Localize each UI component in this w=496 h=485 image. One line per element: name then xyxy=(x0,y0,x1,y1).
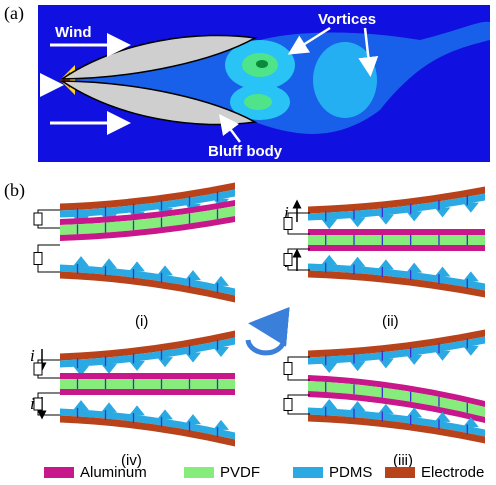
legend-label: Aluminum xyxy=(80,464,147,481)
pdms-pyramid xyxy=(101,402,117,412)
pdms-pyramid xyxy=(378,215,394,225)
pdms-pyramid xyxy=(157,409,173,419)
pdms-pyramid xyxy=(435,351,451,361)
pdms-pyramid xyxy=(378,259,394,269)
stage-label: (ii) xyxy=(382,313,399,330)
pdms-pyramid xyxy=(213,276,229,286)
pdms-pyramid xyxy=(321,219,337,229)
pvdf-layer xyxy=(60,379,235,389)
wind-label: Wind xyxy=(55,24,92,41)
resistor xyxy=(34,253,42,265)
bluff-body-label: Bluff body xyxy=(208,143,283,160)
pdms-pyramid xyxy=(321,399,337,409)
cycle-arrow xyxy=(248,325,284,353)
resistor xyxy=(34,213,42,225)
pdms-pyramid xyxy=(129,361,145,371)
pdms-pyramid xyxy=(406,355,422,365)
legend-label: PDMS xyxy=(329,464,372,481)
pdms-pyramid xyxy=(101,258,117,268)
pdms-pyramid xyxy=(378,404,394,414)
resistor xyxy=(34,363,42,375)
pdms-pyramid xyxy=(406,263,422,273)
pdms-pyramid xyxy=(463,346,479,356)
stage-label: (iii) xyxy=(393,452,413,469)
pdms-pyramid xyxy=(185,352,201,362)
aluminum-layer xyxy=(60,389,235,395)
pdms-pyramid xyxy=(463,203,479,213)
aluminum-layer xyxy=(308,245,485,251)
pdms-pyramid xyxy=(435,267,451,277)
panel-label: (a) xyxy=(4,3,24,24)
pdms-pyramid xyxy=(321,255,337,265)
pdms-pyramid xyxy=(350,257,366,267)
stage-label: (i) xyxy=(135,313,148,330)
resistor xyxy=(284,218,292,230)
pdms-pyramid xyxy=(321,363,337,373)
legend-swatch xyxy=(293,467,323,478)
legend-label: PVDF xyxy=(220,464,260,481)
pdms-pyramid xyxy=(185,270,201,280)
pdms-pyramid xyxy=(378,358,394,368)
pdms-pyramid xyxy=(157,265,173,275)
pdms-pyramid xyxy=(73,400,89,410)
pvdf-layer xyxy=(308,235,485,245)
pdms-pyramid xyxy=(185,414,201,424)
pdms-pyramid xyxy=(350,217,366,227)
pdms-pyramid xyxy=(435,207,451,217)
aluminum-layer xyxy=(60,373,235,379)
panel-label: (b) xyxy=(4,180,25,201)
resistor xyxy=(284,399,292,411)
pdms-pyramid xyxy=(463,271,479,281)
pdms-pyramid xyxy=(101,364,117,374)
resistor xyxy=(284,254,292,266)
pdms-pyramid xyxy=(129,261,145,271)
pdms-pyramid xyxy=(406,211,422,221)
aluminum-layer xyxy=(308,229,485,235)
legend-swatch xyxy=(44,467,74,478)
legend-label: Electrode xyxy=(421,464,484,481)
pdms-pyramid xyxy=(213,347,229,357)
pdms-pyramid xyxy=(350,361,366,371)
resistor xyxy=(284,363,292,375)
pdms-pyramid xyxy=(350,401,366,411)
pdms-pyramid xyxy=(157,357,173,367)
vortices-label: Vortices xyxy=(318,11,376,28)
current-label: i xyxy=(30,346,35,365)
pdms-pyramid xyxy=(73,256,89,266)
legend-swatch xyxy=(184,467,214,478)
resistor xyxy=(34,398,42,410)
pdms-pyramid xyxy=(213,420,229,430)
pdms-pyramid xyxy=(129,405,145,415)
figure: (a) Wind Vortices Bluff body (b) (i) (ii… xyxy=(0,0,496,485)
legend-swatch xyxy=(385,467,415,478)
